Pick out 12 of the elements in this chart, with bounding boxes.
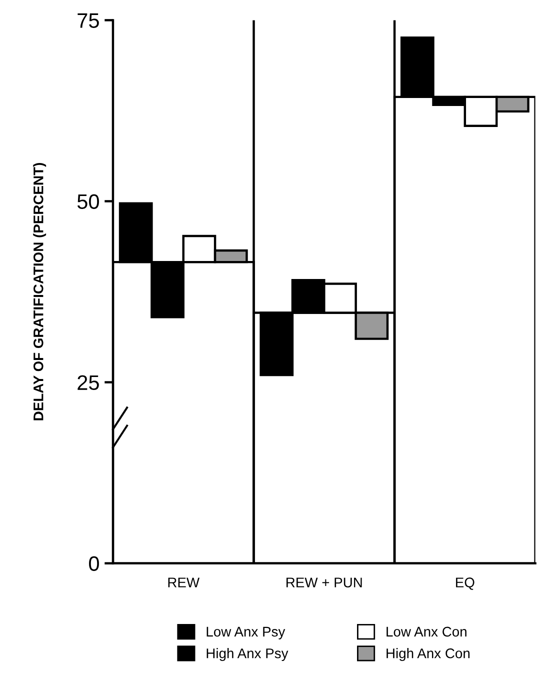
y-axis-title: DELAY OF GRATIFICATION (PERCENT)	[33, 163, 46, 420]
legend-label: Low Anx Psy	[206, 626, 286, 640]
legend-label: High Anx Con	[386, 648, 470, 661]
x-tick-label: REW + PUN	[286, 578, 362, 588]
y-tick-label: 0	[89, 556, 99, 572]
legend-label: High Anx Psy	[206, 648, 288, 661]
x-tick-label: EQ	[456, 578, 474, 590]
x-tick-label: REW	[168, 578, 200, 588]
y-tick-label: 50	[77, 194, 99, 209]
legend-label: Low Anx Con	[386, 626, 466, 637]
y-tick-label: 25	[78, 375, 99, 390]
y-tick-label: 75	[78, 13, 99, 28]
